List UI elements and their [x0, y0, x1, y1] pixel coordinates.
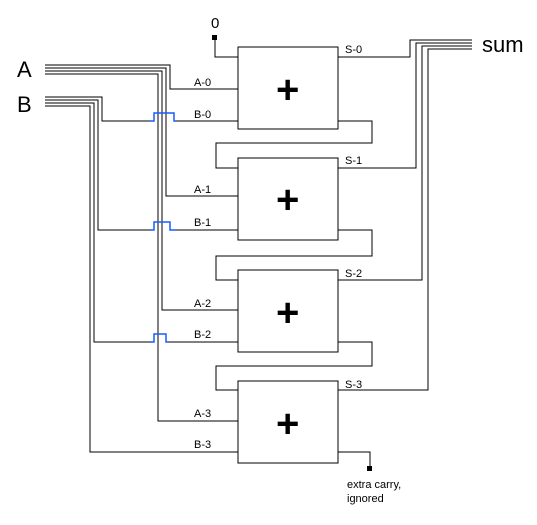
adder-0-s-label: S-0 [345, 44, 362, 56]
adder-2-b-label: B-2 [194, 329, 211, 341]
adder-2-s-label: S-2 [345, 268, 362, 280]
bus-b-line-3 [45, 105, 238, 453]
sum-label: sum [482, 32, 524, 57]
carry-wire-1-2 [215, 229, 373, 281]
carry-in-wire [214, 40, 238, 58]
crossover-b0 [150, 112, 176, 122]
adder-3-a-label: A-3 [194, 408, 211, 420]
adder-1-symbol: + [276, 178, 299, 222]
carry-wire-2-3 [215, 341, 373, 391]
adder-0-b-label: B-0 [194, 109, 211, 121]
adder-0: + A-0 B-0 S-0 [194, 44, 362, 130]
adder-3: + A-3 B-3 S-3 [194, 379, 362, 464]
carry-out-note-line1: extra carry, [347, 479, 401, 491]
crossover-b1 [150, 221, 176, 231]
crossover-b2 [150, 333, 168, 343]
wire-crossovers [150, 112, 176, 343]
bus-a-line-1 [45, 67, 238, 197]
sum-line-0 [338, 39, 472, 58]
bus-b-label: B [17, 92, 32, 117]
bus-a-wires [45, 64, 238, 422]
bus-b-line-2 [45, 102, 150, 343]
bus-a-line-3 [45, 73, 238, 422]
bus-b-wires [45, 96, 238, 453]
bus-a-line-2 [45, 70, 238, 311]
bus-a-label: A [17, 57, 32, 82]
sum-line-1 [338, 42, 472, 169]
adder-2-a-label: A-2 [194, 298, 211, 310]
adder-2: + A-2 B-2 S-2 [194, 268, 362, 353]
bus-b-line-0 [45, 96, 150, 122]
adder-1-box [237, 157, 339, 241]
adder-0-box [237, 46, 339, 130]
sum-bus-wires [338, 39, 472, 391]
carry-in-value: 0 [211, 15, 219, 32]
adder-0-a-label: A-0 [194, 77, 211, 89]
carry-in-terminal [212, 35, 217, 40]
adder-1: + A-1 B-1 S-1 [194, 155, 362, 241]
carry-out-terminal [367, 466, 372, 471]
carry-wire-0-1 [215, 120, 373, 169]
bus-b-line-1 [45, 99, 150, 231]
adder-2-box [237, 269, 339, 353]
sum-line-3 [338, 48, 472, 391]
adder-1-s-label: S-1 [345, 155, 362, 167]
sum-line-2 [338, 45, 472, 281]
adder-1-a-label: A-1 [194, 184, 211, 196]
adder-0-symbol: + [276, 68, 299, 112]
adder-2-symbol: + [276, 291, 299, 335]
adder-3-box [237, 380, 339, 464]
adder-3-s-label: S-3 [345, 379, 362, 391]
adder-3-b-label: B-3 [194, 439, 211, 451]
carry-chain [215, 120, 373, 468]
adder-3-symbol: + [276, 402, 299, 446]
bus-a-line-0 [45, 64, 238, 90]
carry-out-note-line2: ignored [347, 493, 384, 505]
carry-out-wire [338, 451, 371, 468]
adder-1-b-label: B-1 [194, 217, 211, 229]
carry-in: 0 [211, 15, 238, 58]
